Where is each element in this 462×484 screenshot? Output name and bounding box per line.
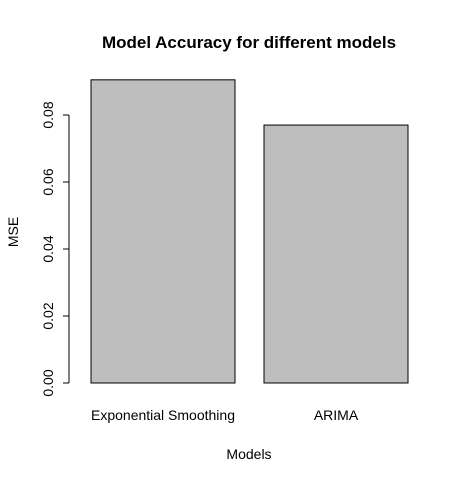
x-tick-label: Exponential Smoothing <box>91 407 235 423</box>
x-tick-labels: Exponential Smoothing ARIMA <box>91 407 359 423</box>
y-tick-label: 0.00 <box>40 369 56 396</box>
bar <box>264 125 408 383</box>
chart-title: Model Accuracy for different models <box>102 33 396 52</box>
y-axis-label: MSE <box>5 217 21 247</box>
y-tick-label: 0.06 <box>40 168 56 195</box>
y-axis: 0.00 0.02 0.04 0.06 0.08 <box>40 101 69 396</box>
x-axis-label: Models <box>226 446 271 462</box>
y-tick-label: 0.02 <box>40 302 56 329</box>
y-tick-label: 0.08 <box>40 101 56 128</box>
y-tick-label: 0.04 <box>40 235 56 262</box>
bars <box>91 80 408 383</box>
x-tick-label: ARIMA <box>314 407 359 423</box>
bar <box>91 80 235 383</box>
